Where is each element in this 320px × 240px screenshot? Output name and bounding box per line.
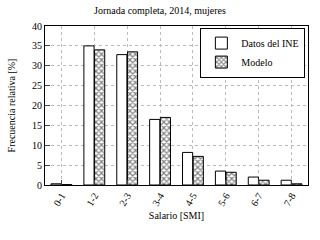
svg-text:Salario [SMI]: Salario [SMI] [149,210,204,221]
svg-text:5-6: 5-6 [216,191,232,208]
svg-text:0-1: 0-1 [51,191,67,208]
svg-text:30: 30 [32,60,42,71]
svg-text:Modelo: Modelo [241,57,272,68]
svg-text:3-4: 3-4 [150,191,166,208]
svg-text:25: 25 [32,80,42,91]
svg-text:40: 40 [32,21,42,32]
svg-text:6-7: 6-7 [249,191,265,208]
svg-text:10: 10 [32,140,42,151]
svg-text:Datos del INE: Datos del INE [241,38,298,49]
svg-text:20: 20 [32,100,42,111]
svg-text:35: 35 [32,40,42,51]
svg-text:15: 15 [32,120,42,131]
svg-text:5: 5 [37,160,42,171]
svg-text:Frecuencia relativa [%]: Frecuencia relativa [%] [6,59,17,153]
svg-text:1-2: 1-2 [84,191,100,208]
svg-text:0: 0 [37,180,42,191]
svg-text:7-8: 7-8 [281,191,297,208]
svg-text:4-5: 4-5 [183,191,199,208]
svg-text:Jornada completa, 2014, mujere: Jornada completa, 2014, mujeres [94,5,226,16]
svg-text:2-3: 2-3 [117,191,133,208]
